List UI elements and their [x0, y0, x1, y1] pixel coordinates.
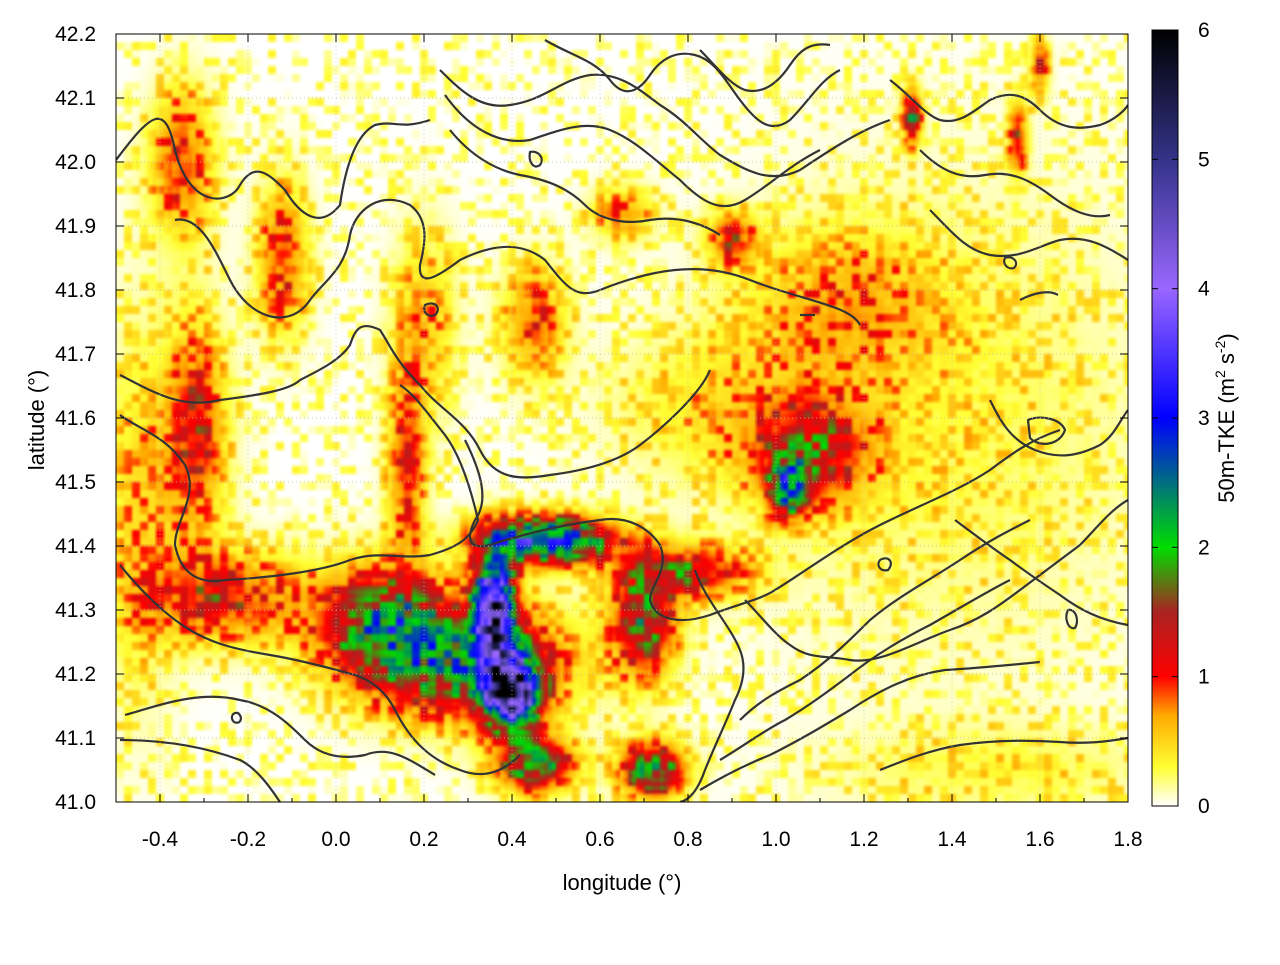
- x-tick-label: 0.8: [673, 828, 702, 851]
- y-tick-label: 42.2: [55, 23, 96, 46]
- x-tick-label: 1.6: [1025, 828, 1054, 851]
- colorbar-tick-label: 1: [1198, 666, 1210, 689]
- contour-line: [679, 569, 745, 802]
- contour-line: [423, 302, 439, 317]
- contour-line: [954, 519, 1128, 627]
- colorbar-label: 50m-TKE (m2 s-2): [1212, 333, 1239, 502]
- contour-line: [744, 499, 1128, 662]
- contour-line: [119, 564, 521, 775]
- y-tick-label: 41.0: [55, 791, 96, 814]
- y-tick-label: 42.1: [55, 87, 96, 110]
- colorbar-label-main: 50m-TKE (m: [1214, 378, 1239, 503]
- contour-lines: [116, 39, 1128, 802]
- contour-line: [1019, 291, 1059, 301]
- contour-line: [230, 711, 243, 724]
- x-tick-label: -0.2: [230, 828, 266, 851]
- y-tick-label: 41.7: [55, 343, 96, 366]
- contour-line: [699, 660, 1041, 791]
- y-tick-label: 41.9: [55, 215, 96, 238]
- contour-line: [699, 43, 831, 93]
- contour-line: [739, 519, 1031, 721]
- x-tick-label: 1.2: [849, 828, 878, 851]
- x-axis-title: longitude (°): [563, 870, 682, 895]
- colorbar-tick-label: 3: [1198, 407, 1210, 430]
- contour-line: [116, 117, 431, 219]
- x-tick-label: 0.6: [585, 828, 614, 851]
- colorbar-tick-label: 0: [1198, 795, 1210, 818]
- y-tick-label: 41.3: [55, 599, 96, 622]
- contour-line: [1003, 256, 1018, 270]
- x-tick-label: 1.4: [937, 828, 967, 851]
- y-tick-label: 41.8: [55, 279, 96, 302]
- colorbar-label-mid: s: [1214, 353, 1239, 370]
- x-tick-label: 1.8: [1113, 828, 1142, 851]
- contour-line: [919, 149, 1111, 218]
- contour-line: [119, 384, 480, 583]
- contour-line: [879, 736, 1128, 772]
- y-tick-label: 42.0: [55, 151, 96, 174]
- x-tick-label: 0.0: [321, 828, 350, 851]
- colorbar-tick-label: 6: [1198, 19, 1210, 42]
- colorbar-tick-label: 4: [1198, 278, 1210, 301]
- x-tick-label: 0.4: [497, 828, 527, 851]
- contour-line: [929, 209, 1128, 261]
- colorbar-ticks: 0 1 2 3 4 5 6: [1152, 19, 1210, 818]
- x-axis-ticks: -0.4 -0.2 0.0 0.2 0.4 0.6 0.8 1.0 1.2 1.4 1.6 1.8: [115, 34, 1143, 851]
- contour-line: [174, 198, 861, 326]
- y-axis-title: latitude (°): [24, 370, 49, 471]
- x-tick-label: 0.2: [409, 828, 438, 851]
- y-tick-label: 41.2: [55, 663, 96, 686]
- x-tick-label: 1.0: [761, 828, 790, 851]
- y-tick-label: 41.4: [55, 535, 96, 558]
- contour-line: [528, 150, 543, 168]
- contour-line: [124, 695, 436, 776]
- contour-line: [119, 324, 712, 479]
- contour-line: [719, 579, 1011, 761]
- y-tick-label: 41.6: [55, 407, 96, 430]
- colorbar-tick-label: 5: [1198, 148, 1210, 171]
- y-tick-label: 41.1: [55, 727, 96, 750]
- contour-line: [544, 39, 841, 128]
- contour-line: [439, 69, 891, 178]
- colorbar-label-sup1: 2: [1212, 370, 1228, 378]
- contour-line: [464, 428, 1061, 622]
- colorbar-label-end: ): [1214, 333, 1239, 340]
- contour-line: [449, 129, 721, 236]
- contour-line: [1065, 608, 1079, 630]
- colorbar-label-sup2: -2: [1212, 340, 1228, 353]
- x-tick-label: -0.4: [142, 828, 179, 851]
- contour-line: [889, 79, 1128, 129]
- contour-line: [989, 399, 1128, 457]
- contour-line: [444, 94, 821, 208]
- y-axis-ticks: 41.0 41.1 41.2 41.3 41.4 41.5 41.6 41.7 41.8 41.9…: [55, 23, 1128, 814]
- contour-line: [877, 557, 892, 572]
- y-tick-label: 41.5: [55, 471, 96, 494]
- contour-line: [119, 738, 281, 802]
- colorbar-tick-label: 2: [1198, 536, 1210, 559]
